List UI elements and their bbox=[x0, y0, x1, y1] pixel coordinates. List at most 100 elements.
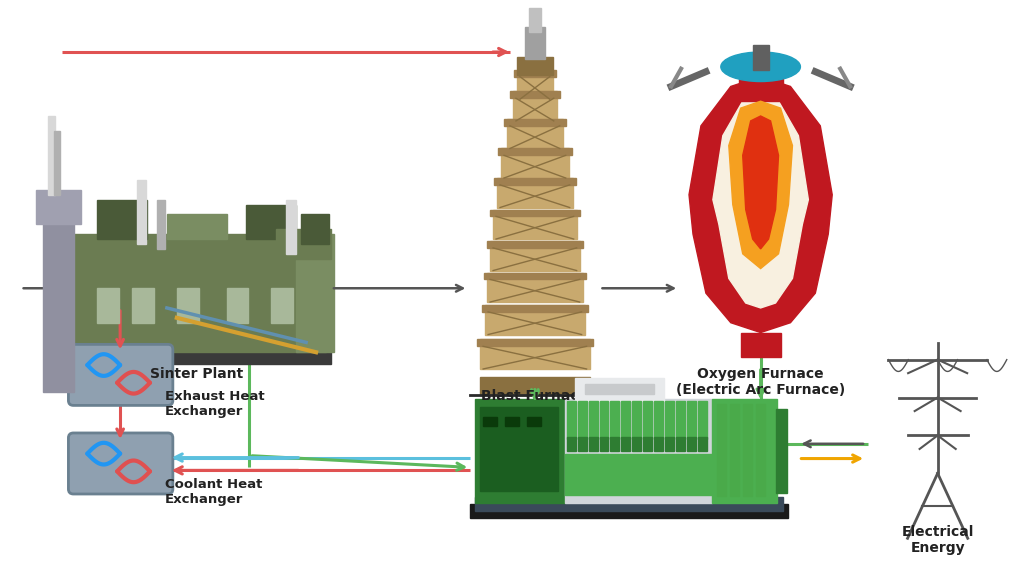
Bar bbox=[167, 215, 226, 239]
Bar bbox=[676, 402, 685, 439]
Bar bbox=[665, 402, 675, 439]
Bar bbox=[470, 504, 789, 518]
Bar bbox=[271, 288, 293, 323]
FancyBboxPatch shape bbox=[68, 433, 173, 494]
Bar bbox=[497, 178, 573, 207]
Bar bbox=[578, 437, 587, 451]
Bar bbox=[226, 288, 249, 323]
Bar bbox=[485, 305, 585, 334]
Bar bbox=[687, 437, 696, 451]
Bar bbox=[565, 454, 712, 495]
Bar bbox=[775, 409, 788, 493]
Bar bbox=[483, 417, 497, 426]
FancyBboxPatch shape bbox=[68, 345, 173, 406]
Bar bbox=[513, 92, 556, 121]
Bar bbox=[493, 210, 577, 239]
Bar bbox=[487, 241, 583, 248]
Bar bbox=[507, 119, 562, 149]
Bar bbox=[482, 305, 588, 312]
Bar bbox=[578, 402, 587, 439]
Bar bbox=[622, 402, 631, 439]
Bar bbox=[643, 437, 652, 451]
Bar bbox=[510, 92, 559, 98]
Bar bbox=[743, 405, 752, 496]
Bar bbox=[62, 352, 331, 364]
Bar bbox=[567, 402, 576, 439]
Bar bbox=[48, 116, 55, 195]
Bar bbox=[527, 417, 541, 426]
Bar bbox=[529, 8, 541, 32]
Bar bbox=[525, 27, 545, 59]
Bar bbox=[665, 437, 675, 451]
Bar bbox=[276, 229, 331, 259]
Bar bbox=[475, 497, 784, 511]
Bar bbox=[97, 199, 147, 239]
Bar bbox=[698, 437, 707, 451]
Bar bbox=[490, 210, 580, 216]
Bar bbox=[575, 378, 664, 402]
Bar bbox=[490, 241, 580, 271]
Bar bbox=[54, 131, 60, 195]
Text: Blast Furnace: Blast Furnace bbox=[481, 389, 588, 403]
Bar bbox=[712, 399, 776, 503]
Bar bbox=[589, 402, 597, 439]
Bar bbox=[585, 384, 654, 394]
Bar bbox=[286, 199, 297, 254]
Bar bbox=[633, 437, 641, 451]
Bar bbox=[97, 288, 119, 323]
Bar bbox=[654, 402, 663, 439]
Bar bbox=[132, 288, 154, 323]
Text: Coolant Heat
Exchanger: Coolant Heat Exchanger bbox=[165, 478, 262, 506]
Bar bbox=[67, 234, 326, 352]
Text: Sinter Plant: Sinter Plant bbox=[150, 367, 244, 381]
Bar bbox=[177, 288, 199, 323]
Bar bbox=[687, 402, 696, 439]
Text: Oxygen Furnace
(Electric Arc Furnace): Oxygen Furnace (Electric Arc Furnace) bbox=[676, 367, 845, 397]
Bar bbox=[43, 215, 74, 392]
Bar bbox=[36, 190, 82, 224]
Bar bbox=[698, 402, 707, 439]
Bar bbox=[480, 407, 557, 491]
Bar bbox=[297, 234, 334, 352]
Text: Electrical
Energy: Electrical Energy bbox=[902, 524, 974, 555]
Bar bbox=[137, 180, 146, 244]
Bar bbox=[599, 402, 608, 439]
Bar bbox=[504, 119, 566, 126]
Bar bbox=[633, 402, 641, 439]
Bar bbox=[654, 437, 663, 451]
Bar bbox=[741, 333, 781, 357]
Bar bbox=[514, 69, 555, 77]
Bar bbox=[676, 437, 685, 451]
Bar bbox=[643, 402, 652, 439]
Polygon shape bbox=[729, 101, 793, 268]
Bar bbox=[494, 178, 576, 185]
Bar bbox=[505, 417, 519, 426]
Bar bbox=[756, 405, 764, 496]
Bar bbox=[475, 399, 565, 503]
Bar bbox=[716, 405, 726, 496]
Bar bbox=[501, 149, 569, 178]
Polygon shape bbox=[713, 94, 808, 308]
Bar bbox=[567, 437, 576, 451]
Bar bbox=[730, 405, 739, 496]
Bar bbox=[739, 72, 783, 101]
Bar bbox=[247, 205, 297, 239]
Bar bbox=[498, 149, 572, 155]
Bar bbox=[517, 57, 552, 75]
Bar bbox=[565, 399, 712, 503]
Ellipse shape bbox=[720, 52, 800, 81]
Bar bbox=[484, 272, 586, 280]
Bar bbox=[610, 402, 620, 439]
Bar bbox=[302, 215, 329, 244]
Bar bbox=[517, 69, 552, 99]
Bar bbox=[480, 377, 590, 394]
Bar bbox=[157, 199, 165, 249]
Polygon shape bbox=[743, 116, 779, 249]
Bar bbox=[477, 340, 592, 346]
Bar bbox=[480, 340, 590, 369]
Bar bbox=[753, 45, 768, 69]
Polygon shape bbox=[689, 77, 833, 333]
Bar bbox=[487, 272, 583, 302]
Bar bbox=[610, 437, 620, 451]
Bar bbox=[589, 437, 597, 451]
